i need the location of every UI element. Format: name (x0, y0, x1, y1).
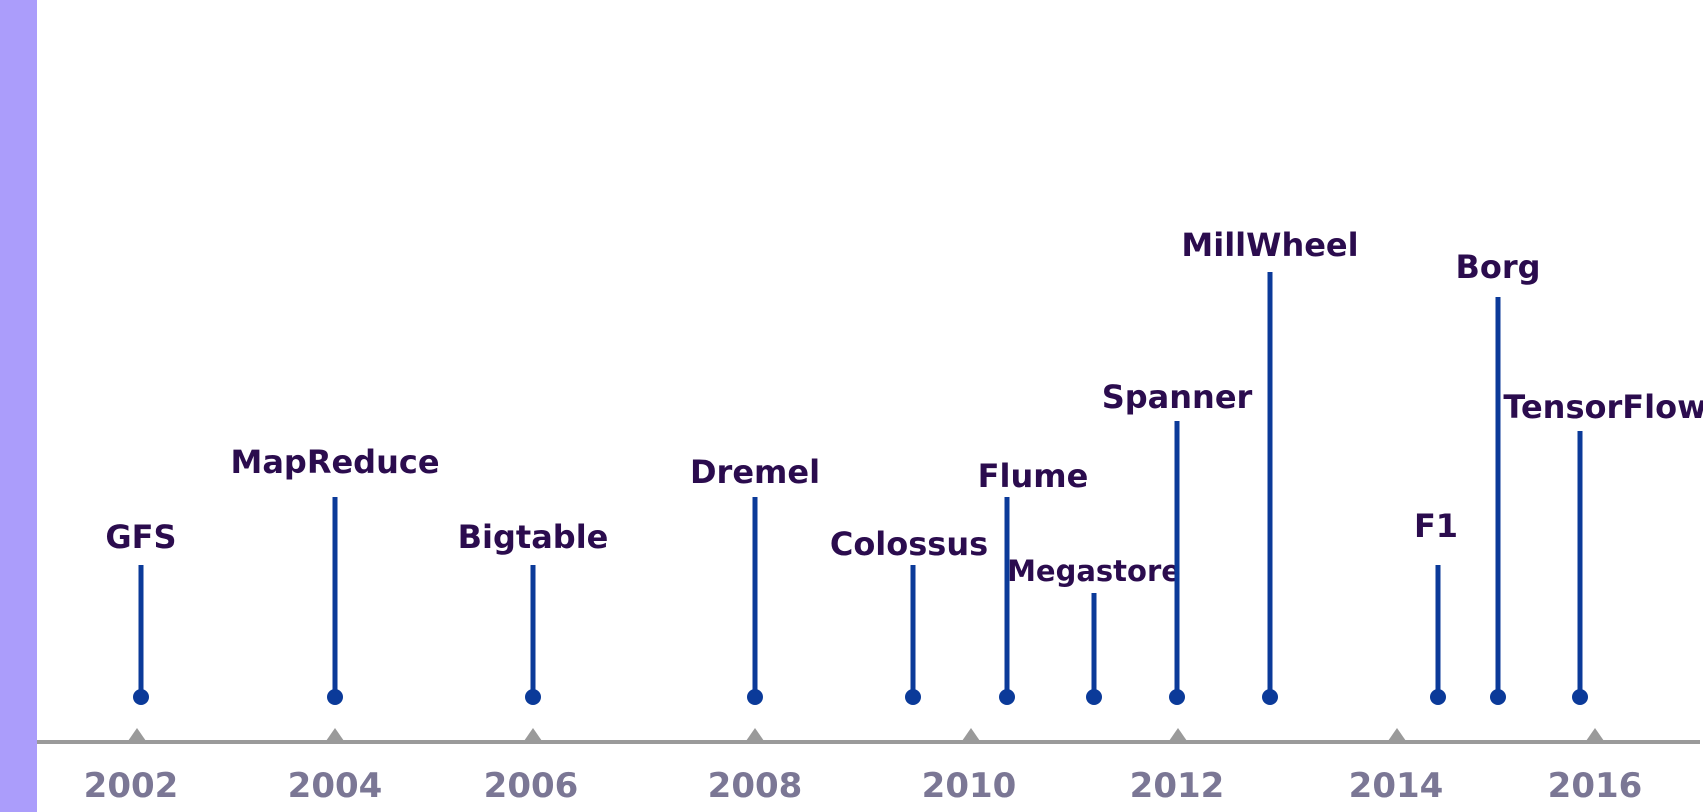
year-labels: 2002 2004 2006 2008 2010 2012 2014 2016 (84, 766, 1643, 806)
event-dot-f1 (1430, 689, 1446, 705)
year-label-2006: 2006 (484, 766, 579, 806)
year-label-2016: 2016 (1548, 766, 1643, 806)
event-dot-spanner (1169, 689, 1185, 705)
event-dot-tensorflow (1572, 689, 1588, 705)
axis-tick-2004 (326, 728, 344, 741)
event-millwheel: MillWheel (1181, 226, 1359, 705)
event-tensorflow: TensorFlow (1503, 388, 1703, 705)
event-dot-dremel (747, 689, 763, 705)
event-dot-colossus (905, 689, 921, 705)
axis-tick-2008 (746, 728, 764, 741)
year-label-2004: 2004 (288, 766, 383, 806)
event-megastore: Megastore (1007, 554, 1181, 705)
event-label-millwheel: MillWheel (1181, 226, 1358, 264)
event-dot-megastore (1086, 689, 1102, 705)
event-label-tensorflow: TensorFlow (1503, 388, 1703, 426)
events: GFS MapReduce Bigtable Dremel Colossus Flume M… (105, 226, 1703, 705)
event-label-borg: Borg (1455, 248, 1540, 286)
event-colossus: Colossus (830, 525, 988, 705)
event-dot-millwheel (1262, 689, 1278, 705)
event-label-dremel: Dremel (690, 453, 820, 491)
axis-ticks (128, 728, 1604, 741)
event-mapreduce: MapReduce (230, 443, 440, 705)
axis-tick-2002 (128, 728, 146, 741)
event-label-flume: Flume (978, 457, 1089, 495)
event-f1: F1 (1414, 507, 1458, 705)
event-dot-mapreduce (327, 689, 343, 705)
event-dot-bigtable (525, 689, 541, 705)
year-label-2002: 2002 (84, 766, 179, 806)
event-label-bigtable: Bigtable (458, 518, 609, 556)
event-label-gfs: GFS (105, 518, 176, 556)
event-gfs: GFS (105, 518, 177, 705)
event-dot-borg (1490, 689, 1506, 705)
left-accent-bar (0, 0, 37, 812)
axis-tick-2010 (962, 728, 980, 741)
event-label-f1: F1 (1414, 507, 1458, 545)
year-label-2014: 2014 (1349, 766, 1444, 806)
event-label-megastore: Megastore (1007, 554, 1181, 588)
axis-tick-2016 (1586, 728, 1604, 741)
year-label-2010: 2010 (922, 766, 1017, 806)
event-dremel: Dremel (690, 453, 820, 705)
event-label-mapreduce: MapReduce (230, 443, 439, 481)
event-label-colossus: Colossus (830, 525, 988, 563)
axis-tick-2006 (524, 728, 542, 741)
event-dot-flume (999, 689, 1015, 705)
year-label-2008: 2008 (708, 766, 803, 806)
axis-tick-2012 (1169, 728, 1187, 741)
axis-tick-2014 (1388, 728, 1406, 741)
event-spanner: Spanner (1102, 378, 1253, 705)
event-label-spanner: Spanner (1102, 378, 1253, 416)
event-dot-gfs (133, 689, 149, 705)
event-bigtable: Bigtable (458, 518, 609, 705)
year-label-2012: 2012 (1130, 766, 1225, 806)
event-flume: Flume (978, 457, 1089, 705)
event-borg: Borg (1455, 248, 1541, 705)
